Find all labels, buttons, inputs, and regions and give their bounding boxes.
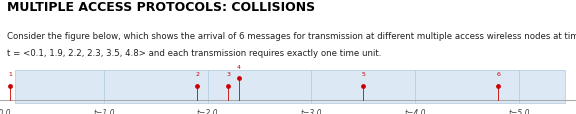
Text: t=1.0: t=1.0 <box>93 108 115 114</box>
Text: 3: 3 <box>226 72 230 77</box>
Text: t=2.0: t=2.0 <box>197 108 218 114</box>
Point <box>6 85 15 87</box>
Text: t=3.0: t=3.0 <box>301 108 322 114</box>
Text: 2: 2 <box>195 72 199 77</box>
Bar <box>14 70 564 104</box>
Text: t=0.0: t=0.0 <box>0 108 11 114</box>
Point <box>223 85 233 87</box>
Text: 5: 5 <box>361 72 365 77</box>
Text: t = <0.1, 1.9, 2.2, 2.3, 3.5, 4.8> and each transmission requires exactly one ti: t = <0.1, 1.9, 2.2, 2.3, 3.5, 4.8> and e… <box>7 49 381 58</box>
Point <box>192 85 202 87</box>
Point <box>234 78 243 79</box>
Text: Consider the figure below, which shows the arrival of 6 messages for transmissio: Consider the figure below, which shows t… <box>7 32 576 41</box>
Text: MULTIPLE ACCESS PROTOCOLS: COLLISIONS: MULTIPLE ACCESS PROTOCOLS: COLLISIONS <box>7 1 315 14</box>
Point <box>359 85 368 87</box>
Point <box>494 85 503 87</box>
Text: 4: 4 <box>237 64 241 69</box>
Text: 6: 6 <box>497 72 500 77</box>
Text: 1: 1 <box>9 72 12 77</box>
Text: t=4.0: t=4.0 <box>404 108 426 114</box>
Text: t=5.0: t=5.0 <box>508 108 530 114</box>
